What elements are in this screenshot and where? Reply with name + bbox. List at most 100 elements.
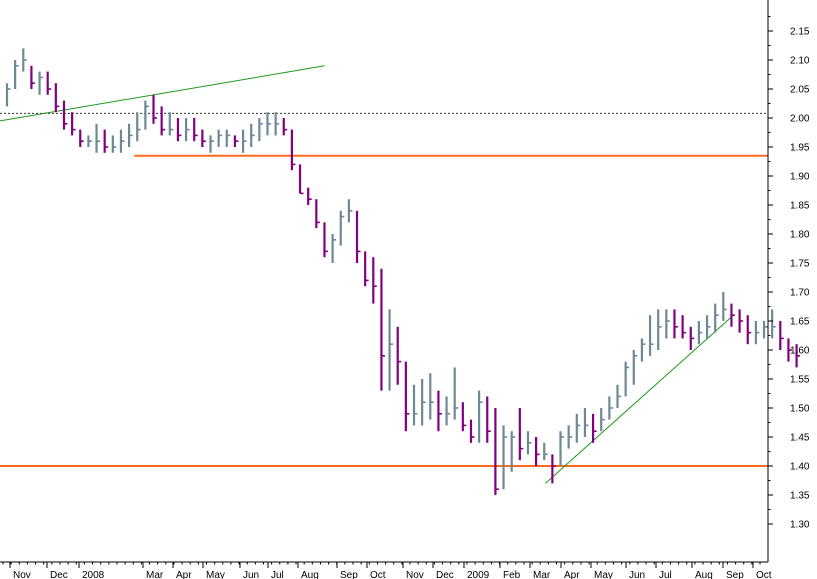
ohlc-bar	[437, 390, 442, 432]
ohlc-bar	[738, 309, 744, 333]
ohlc-bar	[697, 321, 703, 345]
ohlc-bar	[364, 251, 369, 287]
ohlc-bar	[469, 419, 475, 443]
ohlc-bar	[478, 390, 483, 443]
x-tick-label: Dec	[50, 570, 68, 579]
ohlc-bar	[225, 129, 231, 147]
ohlc-bar	[217, 129, 223, 147]
y-tick-label: 1.80	[790, 230, 810, 241]
ohlc-bar	[355, 210, 361, 263]
ohlc-bar	[241, 129, 247, 153]
ohlc-bar	[396, 326, 402, 385]
ohlc-bar	[722, 292, 727, 321]
ohlc-bar	[388, 309, 394, 391]
ohlc-bar	[583, 408, 589, 437]
ohlc-bar	[648, 315, 654, 356]
ohlc-bar	[201, 129, 206, 147]
y-tick-label: 1.30	[790, 520, 810, 531]
ohlc-bar	[762, 321, 768, 339]
x-tick-label: Apr	[564, 570, 580, 579]
ohlc-bar	[412, 384, 418, 426]
ohlc-bar	[152, 94, 158, 124]
ohlc-bar	[160, 106, 166, 136]
ohlc-bar	[494, 408, 499, 495]
ohlc-bar	[339, 210, 345, 246]
ohlc-bar	[30, 65, 35, 89]
ohlc-bar	[119, 129, 125, 153]
x-tick-label: Feb	[503, 570, 521, 579]
ohlc-bar	[176, 118, 182, 142]
ohlc-bar	[298, 164, 304, 195]
ohlc-bar	[136, 112, 141, 142]
ohlc-bar	[209, 135, 214, 153]
ohlc-bar	[600, 408, 605, 432]
ohlc-bar	[486, 396, 491, 443]
annotation-trendline-3	[0, 65, 325, 122]
ohlc-bar	[372, 257, 377, 304]
ohlc-bar	[331, 234, 337, 263]
ohlc-bar	[22, 48, 27, 72]
ohlc-bar	[518, 408, 524, 461]
ohlc-bar	[380, 268, 385, 391]
ohlc-bar	[38, 71, 44, 95]
y-tick-label: 1.40	[790, 462, 810, 473]
ohlc-bar	[71, 112, 76, 136]
ohlc-bar	[87, 135, 92, 147]
x-tick-label: May	[594, 570, 613, 579]
ohlc-bar	[681, 315, 687, 339]
ohlc-bar	[591, 413, 597, 443]
ohlc-bar	[274, 112, 280, 136]
ohlc-bar	[526, 431, 532, 455]
ohlc-bar	[250, 123, 255, 147]
y-tick-label: 1.70	[790, 288, 810, 299]
y-tick-label: 1.95	[790, 143, 810, 154]
y-tick-label: 2.15	[790, 27, 810, 38]
ohlc-bar	[168, 112, 174, 136]
ohlc-bar	[608, 396, 613, 420]
ohlc-bar	[184, 118, 190, 142]
ohlc-bar	[266, 112, 271, 136]
ohlc-bar	[787, 338, 792, 362]
y-axis: 2.15 2.10 2.05 2.00 1.95 1.90 1.85 1.80 1.75 1.70…	[767, 0, 810, 562]
ohlc-bar	[534, 437, 540, 466]
x-axis: Nov Dec 2008 Mar Apr May Jun Jul Aug Sep Oct Nov Dec…	[0, 561, 772, 579]
ohlc-bar	[62, 100, 68, 130]
x-tick-label: Aug	[301, 570, 319, 579]
x-tick-label: Jun	[243, 570, 259, 579]
x-tick-label: May	[206, 570, 225, 579]
ohlc-bar	[14, 60, 19, 89]
ohlc-bar	[624, 361, 630, 397]
ohlc-bar	[616, 384, 621, 408]
y-tick-label: 1.50	[790, 404, 810, 415]
ohlc-bar	[510, 431, 516, 472]
ohlc-bar	[233, 135, 239, 147]
ohlc-bar	[575, 413, 581, 443]
ohlc-bar	[290, 129, 296, 171]
ohlc-bar	[445, 396, 451, 426]
ohlc-bar	[404, 361, 410, 432]
y-tick-label: 1.60	[790, 346, 810, 357]
x-tick-label: Aug	[695, 570, 713, 579]
ohlc-bar	[46, 71, 52, 95]
ohlc-bar	[657, 309, 662, 350]
y-tick-label: 1.45	[790, 433, 810, 444]
x-tick-label: Jul	[659, 570, 672, 579]
ohlc-bar	[779, 321, 784, 350]
y-tick-label: 1.85	[790, 201, 810, 212]
ohlc-bar	[193, 118, 198, 142]
y-tick-label: 1.65	[790, 317, 810, 328]
ohlc-bar	[502, 425, 508, 490]
ohlc-bar	[258, 118, 263, 142]
ohlc-bar	[128, 123, 133, 147]
x-tick-label: Oct	[756, 570, 772, 579]
x-tick-label: 2008	[82, 570, 105, 579]
x-tick-label: Dec	[436, 570, 454, 579]
x-tick-label: Jul	[271, 570, 284, 579]
y-tick-label: 1.55	[790, 375, 810, 386]
ohlc-bar	[79, 129, 84, 147]
y-tick-label: 1.90	[790, 172, 810, 183]
annotation-layer	[0, 65, 768, 484]
ohlc-bar	[551, 454, 556, 484]
x-tick-label: Mar	[146, 570, 164, 579]
x-tick-label: Mar	[533, 570, 551, 579]
